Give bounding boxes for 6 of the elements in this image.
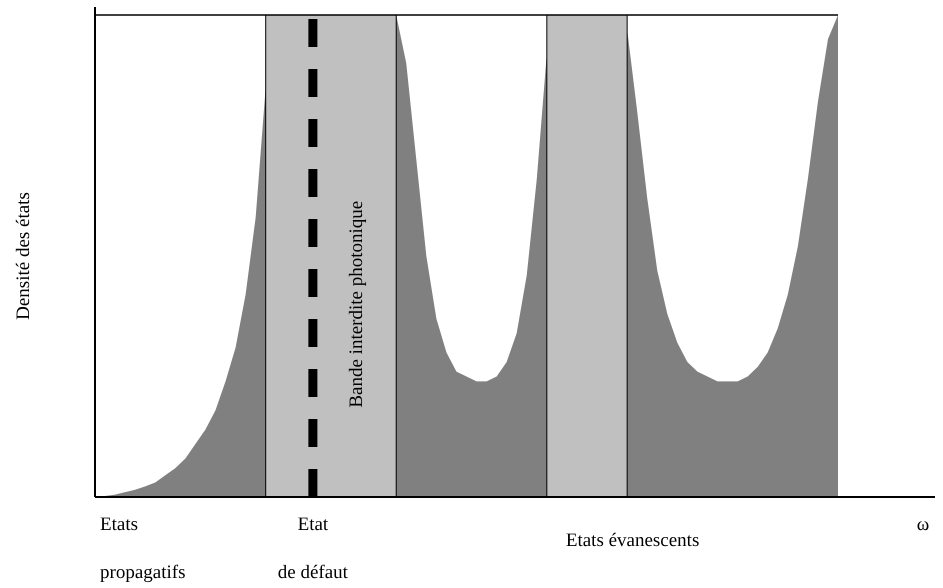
y-axis-title: Densité des états: [13, 192, 34, 320]
text: Etats propagatifs: [100, 514, 186, 583]
text: Etats évanescents: [566, 530, 700, 551]
annotation: Bande interdite photonique: [346, 200, 368, 408]
text: Etat de défaut: [278, 514, 348, 583]
x-axis-title: ω: [916, 514, 930, 535]
